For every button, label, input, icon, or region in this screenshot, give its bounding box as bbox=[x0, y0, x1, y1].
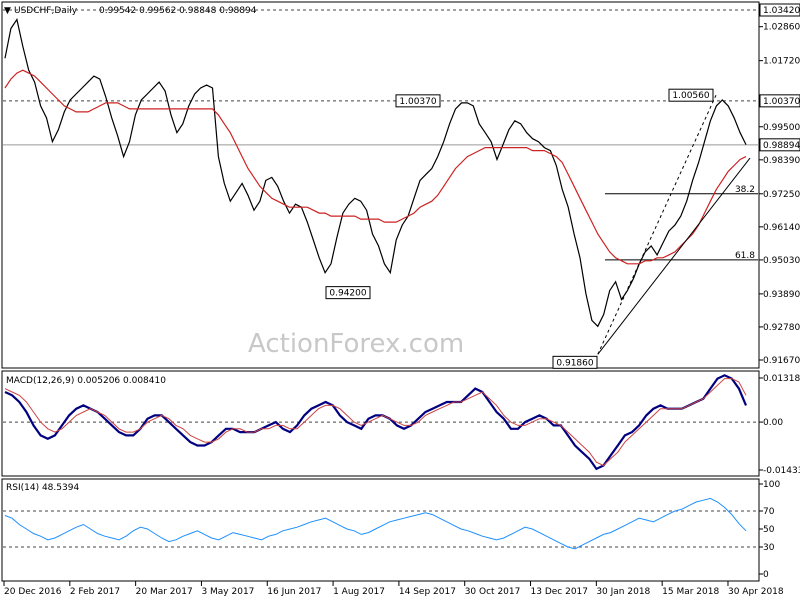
price-y-tick-label: 0.92780 bbox=[763, 323, 800, 333]
x-tick-label: 30 Apr 2018 bbox=[728, 587, 784, 597]
macd-label: MACD(12,26,9) 0.005206 0.008410 bbox=[6, 376, 166, 386]
price-y-tick-label: 0.98894 bbox=[763, 141, 800, 151]
price-y-tick-label: 0.99500 bbox=[763, 123, 800, 133]
price-level-tag bbox=[759, 3, 800, 17]
macd-y-axis: 0.013184 0.00 -0.014339 bbox=[759, 374, 800, 476]
x-tick-label: 13 Dec 2017 bbox=[531, 587, 589, 597]
rsi-y-axis: 100 70 50 30 0 bbox=[759, 480, 780, 580]
x-tick-label: 1 Aug 2017 bbox=[333, 587, 385, 597]
macd-panel bbox=[1, 370, 760, 477]
macd-series-macd bbox=[4, 374, 748, 471]
price-y-tick-label: 1.02860 bbox=[763, 23, 800, 33]
rsi-y-tick-label: 0 bbox=[763, 570, 769, 580]
trend-line-up bbox=[597, 157, 751, 355]
price-y-tick-label: 0.96140 bbox=[763, 223, 800, 233]
fib-level-label: 38.2 bbox=[735, 185, 755, 195]
x-tick-label: 2 Feb 2017 bbox=[70, 587, 120, 597]
rsi-label: RSI(14) 48.5394 bbox=[6, 483, 79, 493]
dropdown-arrow-icon[interactable]: ▼ bbox=[4, 6, 11, 16]
rsi-series-rsi bbox=[4, 497, 747, 550]
macd-y-tick-label: -0.014339 bbox=[763, 466, 800, 476]
macd-y-tick-label: 0.00 bbox=[763, 418, 783, 428]
x-tick-label: 16 Jun 2017 bbox=[267, 587, 321, 597]
macd-series-signal bbox=[4, 378, 747, 467]
rsi-y-tick-label: 100 bbox=[763, 480, 780, 490]
rsi-y-tick-label: 30 bbox=[763, 543, 775, 553]
fib-level-label: 61.8 bbox=[735, 251, 755, 261]
price-annotation-box bbox=[552, 355, 598, 369]
macd-series-group bbox=[3, 374, 758, 471]
symbol-label: USDCHF,Daily bbox=[14, 6, 78, 16]
x-tick-label: 3 May 2017 bbox=[201, 587, 254, 597]
x-tick-label: 20 Mar 2017 bbox=[136, 587, 193, 597]
rsi-series-group bbox=[3, 497, 758, 550]
price-annotation-box bbox=[325, 286, 371, 300]
price-panel bbox=[1, 1, 760, 369]
price-y-tick-label: 1.03420 bbox=[763, 6, 800, 16]
price-level-tag bbox=[759, 138, 800, 152]
price-y-tick-label: 0.97250 bbox=[763, 190, 800, 200]
price-annotations: 1.00370 1.00560 0.94200 0.91860 bbox=[325, 88, 751, 369]
x-tick-label: 15 Mar 2018 bbox=[662, 587, 719, 597]
price-annotation-label: 1.00560 bbox=[672, 91, 709, 101]
rsi-y-tick-label: 50 bbox=[763, 525, 775, 535]
x-tick-label: 14 Sep 2017 bbox=[399, 587, 456, 597]
price-level-tag bbox=[759, 94, 800, 108]
price-y-axis: 1.03420 1.02860 1.01720 1.00370 0.99500 0.988… bbox=[759, 3, 800, 366]
price-annotation-box bbox=[668, 88, 714, 102]
price-series-close bbox=[4, 17, 747, 328]
price-y-tick-label: 0.93890 bbox=[763, 290, 800, 300]
price-series-group bbox=[4, 17, 747, 328]
price-y-tick-label: 0.98390 bbox=[763, 156, 800, 166]
price-annotation-label: 0.91860 bbox=[556, 358, 593, 368]
price-annotation-label: 1.00370 bbox=[399, 97, 436, 107]
price-y-tick-label: 1.01720 bbox=[763, 57, 800, 67]
price-annotation-box bbox=[395, 94, 441, 108]
macd-y-tick-label: 0.013184 bbox=[763, 374, 800, 384]
rsi-panel bbox=[1, 478, 760, 582]
price-series-moving-average bbox=[4, 69, 747, 265]
x-tick-label: 30 Jan 2018 bbox=[596, 587, 650, 597]
rsi-y-tick-label: 70 bbox=[763, 507, 775, 517]
price-y-tick-label: 0.91670 bbox=[763, 356, 800, 366]
ohlc-label: 0.99542 0.99562 0.98848 0.98894 bbox=[99, 6, 257, 16]
price-y-tick-label: 0.95030 bbox=[763, 256, 800, 266]
x-tick-label: 30 Oct 2017 bbox=[465, 587, 521, 597]
price-y-tick-label: 1.00370 bbox=[763, 97, 800, 107]
x-tick-label: 20 Dec 2016 bbox=[4, 587, 62, 597]
watermark-text: ActionForex.com bbox=[248, 329, 464, 359]
price-annotation-label: 0.94200 bbox=[329, 289, 366, 299]
x-axis: 20 Dec 2016 2 Feb 2017 20 Mar 2017 3 May 20… bbox=[3, 581, 784, 597]
